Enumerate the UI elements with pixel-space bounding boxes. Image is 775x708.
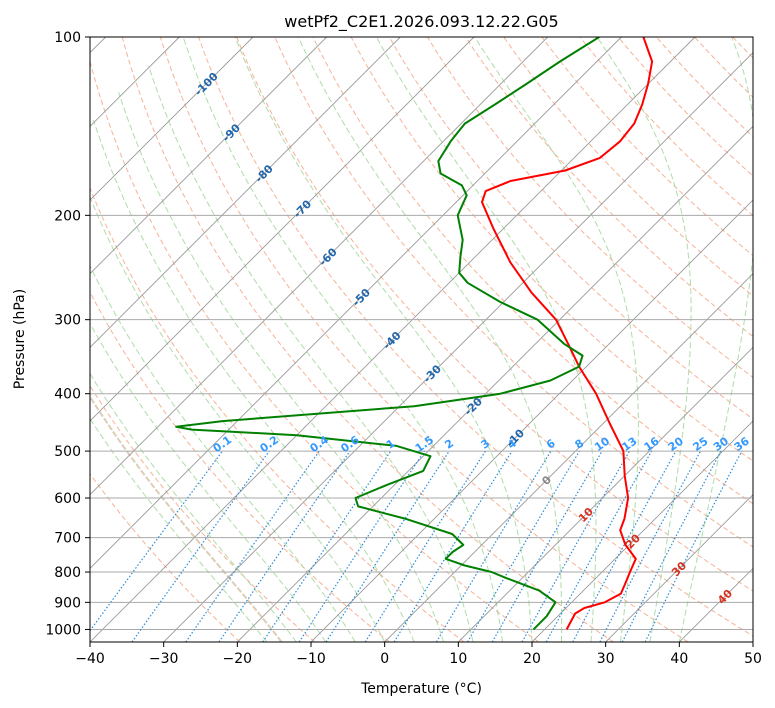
y-tick-label: 900 — [54, 595, 81, 611]
x-tick-label: −40 — [75, 651, 105, 667]
moist-adiabat-line — [90, 417, 268, 642]
mixing-ratio-line — [185, 450, 320, 642]
mixing-ratio-line — [262, 450, 392, 642]
moist-adiabat-line — [678, 37, 753, 642]
dewpoint-profile — [175, 37, 600, 631]
mixing-ratio-line — [393, 450, 513, 642]
mixing-ratio-line — [621, 450, 722, 642]
dry-adiabat-line — [236, 37, 753, 592]
isotherm-line — [90, 37, 548, 496]
dry-adiabat-line — [198, 37, 753, 637]
mixing-ratio-line — [364, 450, 486, 642]
x-tick-label: 30 — [597, 651, 615, 667]
dry-adiabat-line — [90, 186, 465, 642]
mixing-ratio-line — [298, 450, 425, 642]
plot-frame — [89, 36, 754, 643]
x-tick-label: −10 — [296, 651, 326, 667]
moist-adiabat-line — [596, 37, 692, 642]
background-lines — [90, 37, 753, 642]
dry-adiabat-line — [274, 37, 753, 548]
y-axis-title: Pressure (hPa) — [12, 289, 28, 389]
isotherm-line — [237, 125, 753, 642]
x-axis-title: Temperature (°C) — [360, 681, 482, 697]
x-tick-label: −30 — [149, 651, 179, 667]
moist-adiabat-line — [148, 66, 474, 642]
isotherm-line — [458, 346, 753, 642]
moist-adiabat-line — [92, 119, 415, 642]
isotherm-line — [90, 37, 254, 201]
temperature-profile — [481, 37, 654, 630]
isotherm-line — [90, 37, 401, 348]
mixing-ratio-line — [435, 450, 552, 642]
moist-adiabat-line — [90, 372, 297, 642]
moist-adiabat-line — [182, 37, 503, 642]
x-tick-label: 0 — [380, 651, 389, 667]
y-tick-label: 1000 — [45, 622, 81, 638]
isotherm-line — [90, 37, 475, 422]
isotherm-line — [605, 494, 753, 642]
y-tick-label: 200 — [54, 208, 81, 224]
dry-adiabat-line — [350, 37, 753, 462]
moist-adiabat-line — [90, 264, 356, 642]
moist-adiabat-line — [297, 37, 563, 642]
mixing-ratio-line — [218, 450, 351, 642]
isotherm-line — [90, 37, 696, 642]
isotherm-line — [384, 273, 753, 642]
y-tick-label: 100 — [54, 30, 81, 46]
profile-lines — [175, 37, 654, 631]
mixing-ratio-line — [599, 450, 702, 642]
dry-adiabat-line — [90, 59, 540, 642]
x-tick-label: 50 — [744, 651, 762, 667]
axes: −40 −30 −20 −10 0 10 20 30 40 50 100 200 300 400 500 60… — [45, 30, 762, 667]
dry-adiabat-line — [503, 37, 753, 297]
dry-adiabat-line — [426, 37, 753, 379]
mixing-ratio-line — [90, 450, 223, 632]
y-tick-label: 500 — [54, 444, 81, 460]
y-tick-label: 600 — [54, 491, 81, 507]
mixing-ratio-line — [644, 450, 743, 642]
mixing-ratio-line — [572, 450, 677, 642]
isotherm-line — [90, 37, 622, 569]
reference-curve — [90, 394, 283, 642]
moist-adiabat-line — [474, 37, 639, 642]
moist-adiabat-line — [375, 37, 597, 642]
y-tick-label: 800 — [54, 565, 81, 581]
x-tick-label: 10 — [449, 651, 467, 667]
y-tick-label: 400 — [54, 387, 81, 403]
dry-adiabat-line — [90, 472, 241, 642]
chart-title: wetPf2_C2E1.2026.093.12.22.G05 — [284, 12, 558, 32]
isotherm-line — [163, 52, 753, 642]
mixing-ratio-line — [521, 450, 631, 642]
isotherm-line — [90, 37, 327, 275]
dry-adiabat-line — [90, 384, 316, 642]
x-tick-label: 40 — [670, 651, 688, 667]
dry-adiabat-line — [159, 37, 689, 642]
isotherm-line — [531, 420, 753, 642]
mixing-ratio-line — [131, 450, 270, 642]
x-tick-label: −20 — [223, 651, 253, 667]
y-tick-label: 300 — [54, 313, 81, 329]
mixing-ratio-line — [325, 450, 450, 642]
dry-adiabat-line — [90, 291, 390, 642]
y-tick-label: 700 — [54, 531, 81, 547]
x-tick-label: 20 — [523, 651, 541, 667]
isotherm-line — [310, 199, 753, 642]
